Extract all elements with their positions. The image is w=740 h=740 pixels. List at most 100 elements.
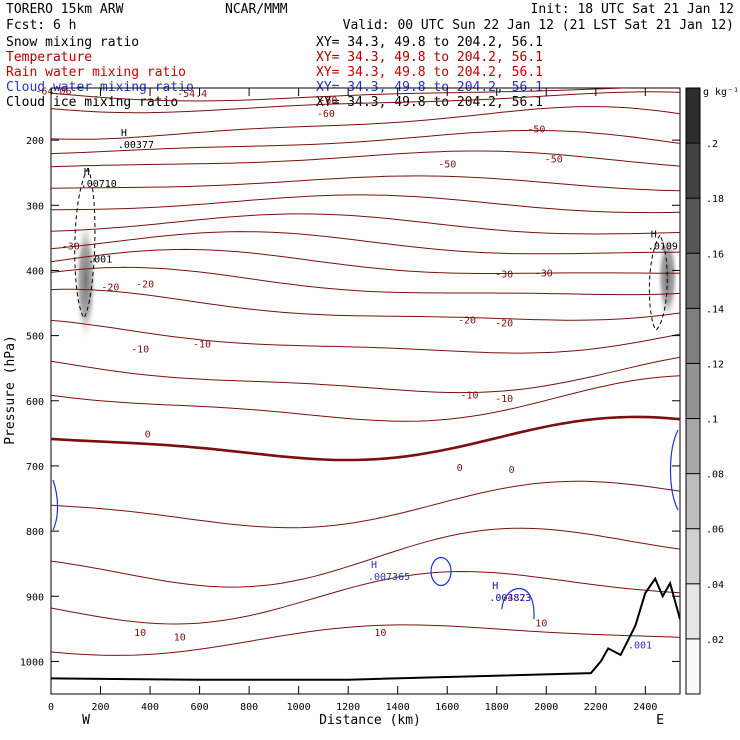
cloud-water-contour [430,556,452,587]
field-xy-range: XY= 34.3, 49.8 to 204.2, 56.1 [316,50,543,65]
maximum-value: .0109 [648,242,678,253]
snow-maximum [74,218,97,343]
temperature-contour-line [51,150,680,168]
temperature-contour-label: -60 [317,109,335,120]
temperature-contour-label: 0 [457,463,463,474]
y-tick-label: 500 [26,332,44,343]
maximum-marker: H [121,128,127,139]
maximum-value: .00710 [81,179,117,190]
colorbar-tick-label: .16 [706,249,724,260]
x-axis: 0 200 400 600 800 1000 1200 1400 1600 1800 2000 220… [48,88,657,713]
cloud-water-contour [52,479,59,531]
x-tick-label: 2000 [534,702,558,713]
temperature-contour-line [51,91,680,114]
temperature-contour-line [51,213,680,235]
maximum-value: .00377 [118,140,154,151]
forecast-hour: Fcst: 6 h [6,18,76,33]
temperature-contour-label: -20 [101,283,119,294]
temperature-contour-label: -10 [460,390,478,401]
temperature-contour-label: -10 [193,339,211,350]
y-tick-label: 400 [26,266,44,277]
cloud-water-contour [501,588,535,620]
field-name: Snow mixing ratio [6,35,139,50]
init-time: Init: 18 UTC Sat 21 Jan 12 [531,2,735,17]
maximum-marker: H [371,560,377,571]
temperature-contour-label: -20 [495,319,513,330]
temperature-contour-label: -64.06 [35,87,71,98]
temperature-contour-line [51,266,680,296]
temperature-contour-line [51,194,680,214]
terrain-line [51,576,680,681]
colorbar-tick-label: .12 [706,359,724,370]
temperature-contour-label: 10 [134,628,146,639]
y-tick-label: 600 [26,397,44,408]
x-axis-label: Distance (km) [319,713,421,728]
y-tick-label: 300 [26,201,44,212]
maximum-marker: H [492,581,498,592]
x-tick-label: 1400 [386,702,410,713]
temperature-contour-line [51,129,680,155]
y-axis-label: Pressure (hPa) [3,335,18,445]
temperature-contour-label: -50 [527,124,545,135]
colorbar-segment [686,143,700,199]
cloud-ice-contour [648,234,668,331]
x-tick-label: 1000 [287,702,311,713]
maximum-marker: H [651,230,657,241]
x-tick-label: 1800 [485,702,509,713]
colorbar-tick-label: .08 [706,470,724,481]
colorbar-segment [686,308,700,364]
east-label: E [656,713,664,728]
y-tick-label: 700 [26,462,44,473]
temperature-contour-label: 0 [145,429,151,440]
temperature-contour-label: 10 [535,618,547,629]
model-title: TORERO 15km ARW [6,2,124,17]
y-tick-label: 1000 [20,657,44,668]
center-title: NCAR/MMM [225,2,288,17]
x-tick-label: 600 [191,702,209,713]
maximum-marker: H [492,581,498,592]
x-tick-label: 1600 [435,702,459,713]
colorbar-tick-label: .2 [706,139,718,150]
colorbar: .02 .04 .06 .08 .1 .12 .14 .16 .18 .2 [685,87,724,695]
temperature-contour-line [51,480,680,529]
colorbar-frame [685,87,701,695]
colorbar-tick-label: .18 [706,194,724,205]
colorbar-tick-label: .02 [706,635,724,646]
temperature-contour-label: -20 [458,315,476,326]
temperature-contour-label: 10 [174,633,186,644]
terrain [51,576,680,681]
temperature-contour-label: -10 [131,345,149,356]
y-tick-label: 900 [26,592,44,603]
cloud-water-contour [669,429,679,511]
maximum-value: .003823 [489,593,531,604]
maximum-marker: H [84,167,90,178]
temperature-contour-line [51,375,680,422]
temperature-contour-line [51,624,680,656]
y-tick-label: 800 [26,527,44,538]
temperature-contour-label: -20 [136,279,154,290]
temperature-contour-label: -30 [495,270,513,281]
colorbar-segment [686,583,700,639]
colorbar-segment [686,198,700,254]
temperature-contour-label: 10 [374,628,386,639]
temperature-contour-label: -10 [495,394,513,405]
temperature-contour-label: -50 [545,154,563,165]
x-tick-label: 2200 [584,702,608,713]
maximum-value: .004873 [489,593,531,604]
colorbar-segment [686,528,700,584]
colorbar-tick-label: .06 [706,525,724,536]
x-tick-label: 200 [91,702,109,713]
colorbar-segment [686,88,700,144]
maxima-labels: H.00377H.00710.001H.0109H.007365H.004873… [81,128,678,651]
snow-shading [74,218,679,343]
temperature-contour-line [51,175,680,192]
field-xy-range: XY= 34.3, 49.8 to 204.2, 56.1 [316,65,543,80]
temperature-contour-line [51,570,680,625]
temperature-contour-line [51,415,680,462]
x-tick-label: 800 [240,702,258,713]
temperature-contour-label: -54.4 [177,89,207,100]
maximum-value: .007365 [368,572,410,583]
colorbar-tick-label: .1 [706,415,718,426]
temperature-contour-label: -30 [535,268,553,279]
